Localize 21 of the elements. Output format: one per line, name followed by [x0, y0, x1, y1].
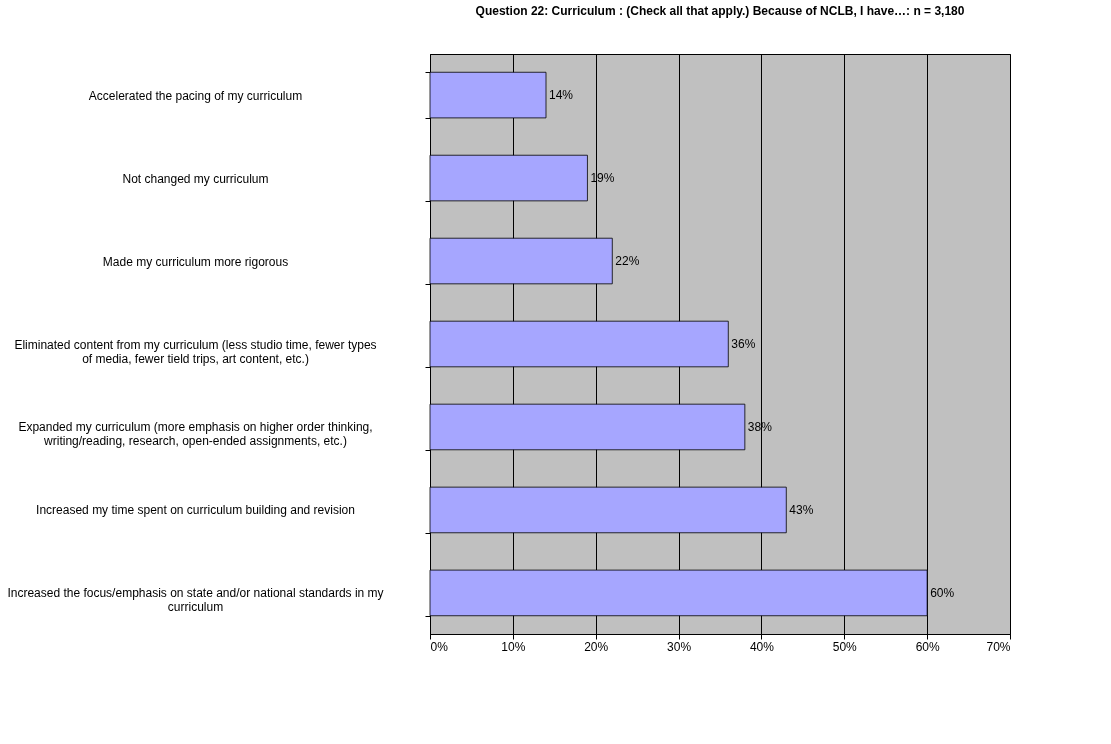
x-tick-label: 10% — [501, 639, 526, 654]
x-tick-label: 70% — [986, 639, 1011, 654]
y-tick-label: Expanded my curriculum (more emphasis on higher order thinking, writing/reading, research, open-ended assignments, etc.) — [18, 420, 373, 449]
x-tick-label: 50% — [832, 639, 858, 654]
data-label: 36% — [731, 337, 756, 351]
y-tick-label: Eliminated content from my curriculum (less studio time, fewer types of media, fewer tield trips, art content, etc.) — [14, 337, 377, 366]
data-label: 60% — [930, 585, 955, 600]
y-tick-label: Increased my time spent on curriculum building and revision — [36, 503, 355, 518]
x-tick-label: 30% — [667, 639, 692, 654]
x-tick-label: 40% — [749, 639, 775, 654]
x-tick-label: 0% — [430, 639, 449, 654]
x-tick-label: 60% — [915, 639, 940, 654]
chart-title: Question 22: Curriculum : (Check all that apply.) Because of NCLB, I have…: n = 3,180 — [475, 4, 965, 18]
x-tick-label: 20% — [584, 639, 609, 654]
y-tick-label: Increased the focus/emphasis on state and/or national standards in my curriculum — [7, 586, 384, 615]
data-label: 14% — [549, 88, 574, 103]
y-tick-label: Made my curriculum more rigorous — [102, 254, 289, 269]
data-label: 22% — [615, 254, 640, 269]
y-tick-label: Not changed my curriculum — [122, 171, 269, 186]
data-label: 43% — [789, 502, 814, 517]
y-tick-label: Accelerated the pacing of my curriculum — [88, 88, 303, 103]
